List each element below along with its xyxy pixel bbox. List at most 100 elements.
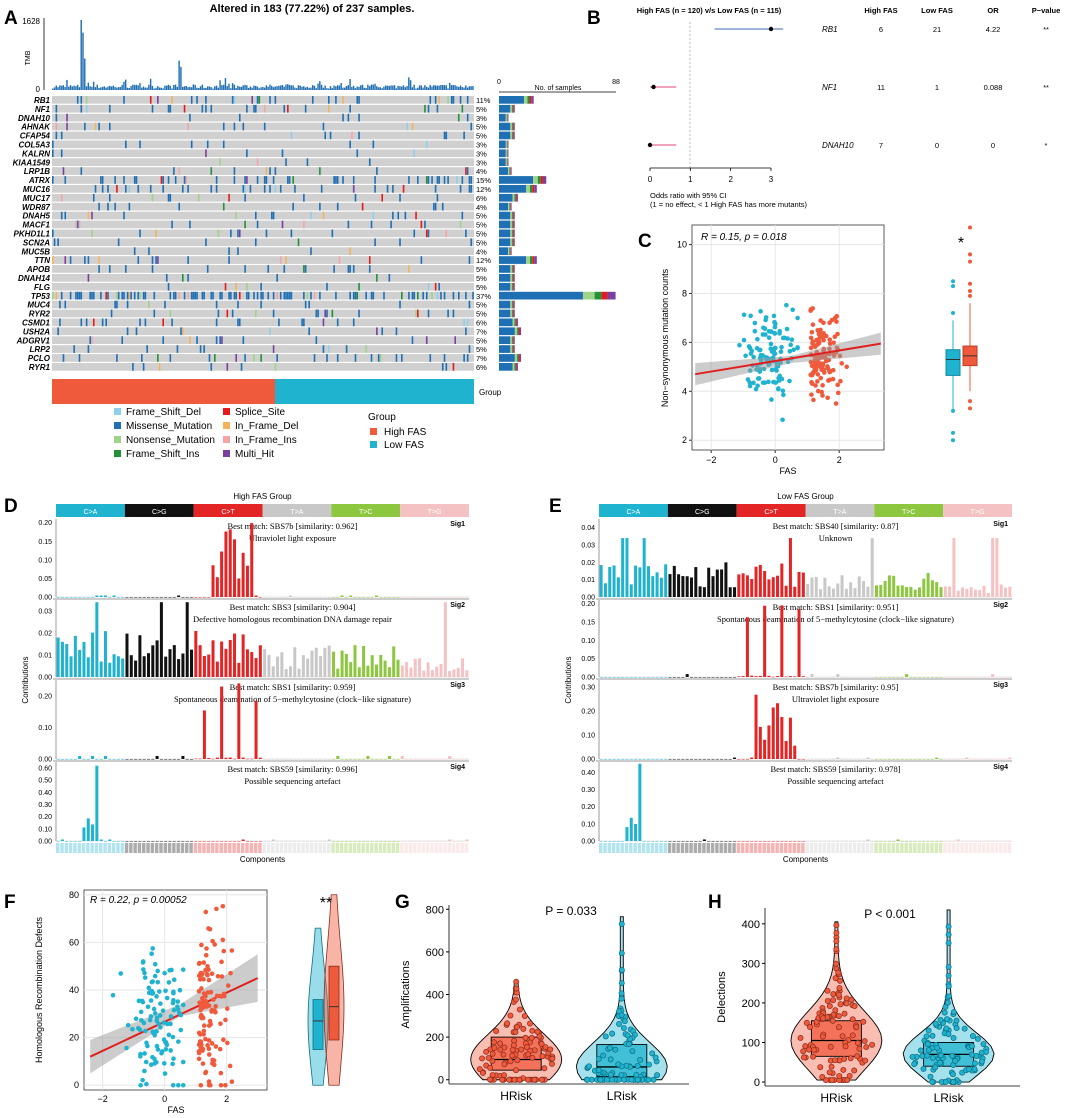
sig-bar <box>745 759 749 760</box>
tmb-bar <box>429 84 431 90</box>
sig-bar <box>917 677 922 678</box>
sig-context-label <box>788 843 792 853</box>
sig-bar <box>224 531 228 597</box>
sig-bar <box>608 759 612 760</box>
f-point-high <box>227 1063 233 1069</box>
mutation-cell <box>139 318 141 327</box>
mutation-cell <box>400 291 403 300</box>
vp-point <box>953 1025 960 1032</box>
vp-point <box>507 1058 514 1065</box>
mutation-cell <box>199 345 202 353</box>
mutation-cell <box>244 354 246 362</box>
sig-bar <box>776 841 780 842</box>
mutation-cell <box>221 291 223 300</box>
sig-name: Sig3 <box>993 682 1008 689</box>
mutation-cell <box>238 229 241 238</box>
sig-bar <box>108 597 112 598</box>
tmb-bar <box>386 85 389 90</box>
oncoplot-row-bg <box>52 193 474 202</box>
mutation-cell <box>313 354 316 362</box>
gene-sample-bar <box>513 274 515 282</box>
f-point-low <box>138 1082 143 1088</box>
sig-desc: Possible sequencing artefact <box>244 776 341 786</box>
mutation-cell <box>167 176 170 184</box>
mutation-cell <box>105 318 108 327</box>
sig-bar <box>134 759 138 760</box>
f-point-low <box>133 1016 139 1022</box>
tmb-bar <box>105 87 107 90</box>
sig-context-label <box>378 843 383 853</box>
f-point-high <box>219 974 225 979</box>
mutation-cell <box>107 291 109 300</box>
mutation-cell <box>276 354 278 362</box>
sig-bar <box>439 597 443 598</box>
panel-label-h: H <box>708 892 722 913</box>
vp-point <box>826 1003 833 1010</box>
mutation-cell <box>376 167 378 175</box>
sig-name: Sig4 <box>993 764 1008 771</box>
c-point-low <box>748 313 753 319</box>
sig-bar <box>677 677 681 678</box>
sig-bar <box>443 602 447 677</box>
mutation-cell <box>272 211 275 220</box>
tmb-bar <box>313 85 316 90</box>
f-point-high <box>212 942 218 947</box>
f-point-low <box>142 970 147 976</box>
sig-category-bar <box>943 504 1012 517</box>
mutation-cell <box>116 300 118 309</box>
sig-bar <box>383 597 387 598</box>
sig-bar <box>603 583 607 597</box>
sig-bar <box>465 597 469 598</box>
sig-context-label <box>404 843 408 853</box>
mutation-cell <box>324 309 327 318</box>
sig-bar <box>797 571 801 597</box>
vp-point <box>652 1054 659 1061</box>
vp-point <box>934 1044 940 1051</box>
mutation-cell <box>417 176 419 184</box>
mutation-cell <box>441 202 444 211</box>
sig-context-label <box>629 843 633 853</box>
sig-bar <box>784 585 788 597</box>
f-point-high <box>215 973 221 979</box>
mutation-cell <box>85 318 88 327</box>
sig-bar <box>608 841 612 842</box>
sig-context-label <box>900 843 904 853</box>
f-point-low <box>168 1014 174 1019</box>
sig-bar <box>788 676 792 677</box>
mutation-cell <box>470 238 473 247</box>
tmb-bar <box>315 88 317 90</box>
f-xtick-label: 0 <box>162 1094 167 1104</box>
sig-bar <box>207 597 211 598</box>
mutation-cell <box>415 309 417 318</box>
c-xtick-label: 2 <box>837 455 842 465</box>
mutation-cell <box>130 291 132 300</box>
mutation-cell <box>381 327 384 336</box>
vp-point <box>620 1025 627 1031</box>
sig-bar <box>681 841 685 842</box>
gene-sample-bar <box>582 291 595 300</box>
sig-context-label <box>908 843 913 853</box>
oncoplot-row-bg <box>52 185 474 193</box>
mutation-cell <box>417 309 419 318</box>
sig-bar <box>616 577 620 597</box>
gene-percent: 4% <box>476 203 487 212</box>
sig-context-label <box>904 843 908 853</box>
sig-context-label <box>228 843 232 853</box>
mutation-cell <box>59 318 61 327</box>
gene-sample-bar <box>530 185 533 193</box>
sig-ytick-label: 0.10 <box>38 557 52 564</box>
f-point-low <box>160 1008 166 1013</box>
sig-bar <box>810 841 814 842</box>
sig-context-label <box>848 843 852 853</box>
mutation-cell <box>290 229 293 238</box>
tmb-bar <box>187 87 189 90</box>
mutation-cell <box>151 104 154 113</box>
gene-sample-bar <box>542 176 547 184</box>
sig-bar <box>426 662 430 677</box>
sig-context-label <box>81 843 86 853</box>
gene-label: RB1 <box>34 96 51 105</box>
vp-ytick-label: 200 <box>426 1032 444 1044</box>
sig-context-label <box>646 843 650 853</box>
gene-sample-bar <box>510 282 512 291</box>
sig-bar <box>112 759 116 760</box>
